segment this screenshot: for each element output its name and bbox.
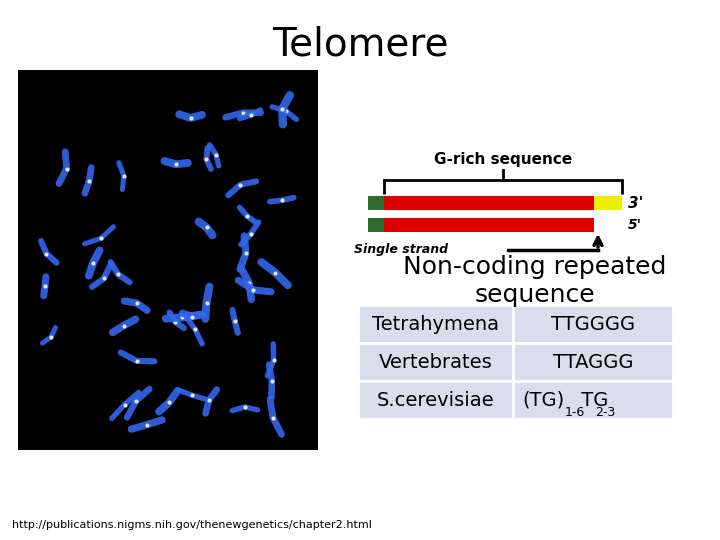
Text: S.cerevisiae: S.cerevisiae xyxy=(377,390,495,409)
Bar xyxy=(384,196,594,210)
Text: Single strand: Single strand xyxy=(354,244,448,256)
Bar xyxy=(594,196,622,210)
Bar xyxy=(368,218,384,232)
Text: 3': 3' xyxy=(628,195,643,211)
Text: 1-6: 1-6 xyxy=(565,406,585,419)
Bar xyxy=(368,196,384,210)
Text: TG: TG xyxy=(575,390,608,409)
Bar xyxy=(358,305,673,343)
Text: G-rich sequence: G-rich sequence xyxy=(434,152,572,167)
Text: Non-coding repeated
sequence: Non-coding repeated sequence xyxy=(403,255,667,307)
Text: Vertebrates: Vertebrates xyxy=(379,353,492,372)
Text: 5': 5' xyxy=(628,218,642,232)
Text: Telomere: Telomere xyxy=(271,25,449,63)
Bar xyxy=(358,381,673,419)
Bar xyxy=(384,218,594,232)
Text: TTAGGG: TTAGGG xyxy=(553,353,634,372)
Text: 2-3: 2-3 xyxy=(595,406,616,419)
Text: (TG): (TG) xyxy=(523,390,565,409)
Text: http://publications.nigms.nih.gov/thenewgenetics/chapter2.html: http://publications.nigms.nih.gov/thenew… xyxy=(12,520,372,530)
Bar xyxy=(18,70,318,450)
Text: TTGGGG: TTGGGG xyxy=(551,314,635,334)
Bar xyxy=(358,343,673,381)
Text: Tetrahymena: Tetrahymena xyxy=(372,314,499,334)
